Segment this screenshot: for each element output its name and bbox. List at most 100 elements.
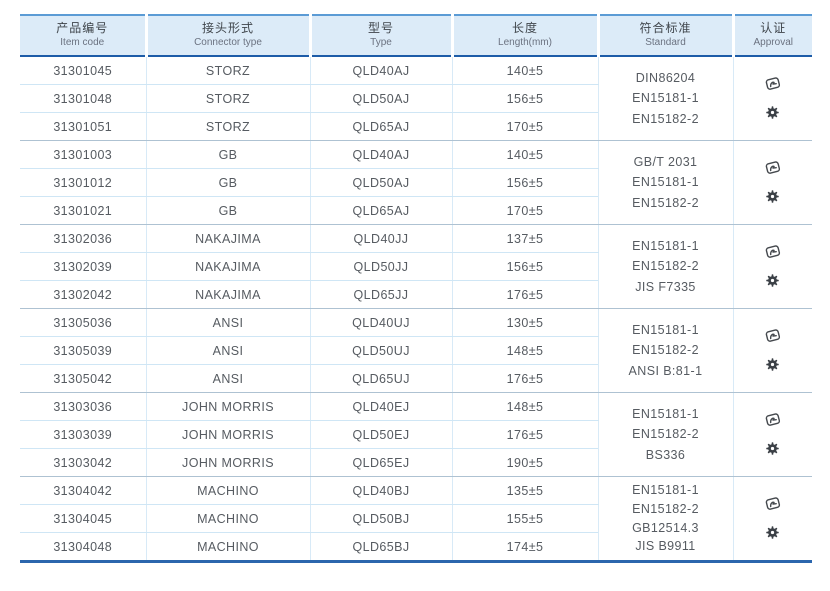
approval-stamp-icon xyxy=(763,411,782,431)
type-cell: QLD50JJ xyxy=(309,252,452,281)
connector-type-cell: NAKAJIMA xyxy=(145,252,310,281)
connector-type-cell: JOHN MORRIS xyxy=(145,420,310,449)
connector-type-cell: MACHINO xyxy=(145,476,310,505)
type-cell: QLD65AJ xyxy=(309,112,452,141)
length-cell: 148±5 xyxy=(451,392,598,421)
length-cell: 140±5 xyxy=(451,140,598,169)
connector-type-cell: GB xyxy=(145,168,310,197)
type-cell: QLD50BJ xyxy=(309,504,452,533)
table-row: 31303042 JOHN MORRIS QLD65EJ 190±5 xyxy=(20,448,812,477)
standard-line: EN15181-1 xyxy=(632,483,699,497)
approval-stamp-icon xyxy=(763,327,782,347)
standard-cell: EN15181-1 EN15182-2 BS336 xyxy=(597,392,733,477)
table-row: 31302042 NAKAJIMA QLD65JJ 176±5 xyxy=(20,280,812,309)
approval-cell xyxy=(732,476,812,563)
approval-cell xyxy=(732,140,812,225)
header-type-zh: 型号 xyxy=(367,21,394,35)
table-row: 31301045 STORZ QLD40AJ 140±5 DIN86204 EN15181… xyxy=(20,56,812,141)
header-standard: 符合标准 Standard xyxy=(596,14,733,57)
length-cell: 176±5 xyxy=(451,420,598,449)
type-cell: QLD40AJ xyxy=(309,56,452,85)
type-cell: QLD40UJ xyxy=(309,308,452,337)
type-cell: QLD50EJ xyxy=(309,420,452,449)
table-row: 31301003 GB QLD40AJ 140±5 GB/T 2031 EN15181-1… xyxy=(20,140,812,225)
connector-type-cell: ANSI xyxy=(145,308,310,337)
length-cell: 176±5 xyxy=(451,280,598,309)
length-cell: 170±5 xyxy=(451,112,598,141)
header-item-code: 产品编号 Item code xyxy=(20,14,146,57)
standard-line: EN15182-2 xyxy=(632,427,699,442)
connector-type-cell: STORZ xyxy=(145,112,310,141)
header-type: 型号 Type xyxy=(308,14,452,57)
item-code-cell: 31301051 xyxy=(20,112,146,141)
item-code-cell: 31303036 xyxy=(20,392,146,421)
standard-line: GB12514.3 xyxy=(632,520,699,535)
type-cell: QLD40JJ xyxy=(309,224,452,253)
header-approval: 认证 Approval xyxy=(731,14,812,57)
table-row: 31303039 JOHN MORRIS QLD50EJ 176±5 xyxy=(20,420,812,449)
length-cell: 137±5 xyxy=(451,224,598,253)
standard-line: EN15182-2 xyxy=(632,195,699,210)
gear-icon xyxy=(765,189,780,207)
length-cell: 135±5 xyxy=(451,476,598,505)
product-spec-table: 产品编号 Item code 接头形式 Connector type 型号 Ty… xyxy=(20,14,812,563)
header-item-code-zh: 产品编号 xyxy=(56,21,109,35)
header-standard-zh: 符合标准 xyxy=(639,21,692,35)
connector-type-cell: GB xyxy=(145,140,310,169)
item-code-cell: 31302039 xyxy=(20,252,146,281)
type-cell: QLD65BJ xyxy=(309,532,452,563)
standard-line: EN15181-1 xyxy=(632,239,699,254)
table-row: 31301048 STORZ QLD50AJ 156±5 xyxy=(20,84,812,113)
header-row: 产品编号 Item code 接头形式 Connector type 型号 Ty… xyxy=(20,14,812,57)
item-code-cell: 31304048 xyxy=(20,532,146,563)
table-row: 31304042 MACHINO QLD40BJ 135±5 EN15181-1 EN15… xyxy=(20,476,812,563)
table-row: 31301051 STORZ QLD65AJ 170±5 xyxy=(20,112,812,141)
connector-type-cell: ANSI xyxy=(145,364,310,393)
item-code-cell: 31302036 xyxy=(20,224,146,253)
item-code-cell: 31303042 xyxy=(20,448,146,477)
connector-type-cell: ANSI xyxy=(145,336,310,365)
approval-cell xyxy=(732,308,812,393)
approval-cell xyxy=(732,224,812,309)
length-cell: 156±5 xyxy=(451,168,598,197)
table-row: 31302036 NAKAJIMA QLD40JJ 137±5 EN15181-1 EN1… xyxy=(20,224,812,309)
standard-line: BS336 xyxy=(645,447,686,462)
approval-cell xyxy=(732,56,812,141)
standard-cell: EN15181-1 EN15182-2 JIS F7335 xyxy=(597,224,733,309)
standard-line: JIS F7335 xyxy=(635,279,696,294)
standard-line: EN15181-1 xyxy=(632,323,699,338)
item-code-cell: 31302042 xyxy=(20,280,146,309)
standard-line: EN15181-1 xyxy=(632,175,699,190)
type-cell: QLD40AJ xyxy=(309,140,452,169)
item-code-cell: 31301045 xyxy=(20,56,146,85)
length-cell: 174±5 xyxy=(451,532,598,563)
header-connector-type-en: Connector type xyxy=(194,37,262,48)
length-cell: 148±5 xyxy=(451,336,598,365)
header-length-en: Length(mm) xyxy=(498,37,552,48)
item-code-cell: 31301003 xyxy=(20,140,146,169)
connector-type-cell: STORZ xyxy=(145,56,310,85)
table-row: 31301021 GB QLD65AJ 170±5 xyxy=(20,196,812,225)
item-code-cell: 31304045 xyxy=(20,504,146,533)
header-connector-type-zh: 接头形式 xyxy=(201,21,254,35)
standard-line: DIN86204 xyxy=(635,71,696,86)
gear-icon xyxy=(765,105,780,123)
type-cell: QLD40BJ xyxy=(309,476,452,505)
item-code-cell: 31301012 xyxy=(20,168,146,197)
standard-line: EN15182-2 xyxy=(632,259,699,274)
item-code-cell: 31303039 xyxy=(20,420,146,449)
table-row: 31303036 JOHN MORRIS QLD40EJ 148±5 EN15181-1… xyxy=(20,392,812,477)
header-approval-zh: 认证 xyxy=(760,21,787,35)
gear-icon xyxy=(765,441,780,459)
connector-type-cell: MACHINO xyxy=(145,532,310,563)
length-cell: 140±5 xyxy=(451,56,598,85)
connector-type-cell: STORZ xyxy=(145,84,310,113)
connector-type-cell: NAKAJIMA xyxy=(145,280,310,309)
table-row: 31304048 MACHINO QLD65BJ 174±5 xyxy=(20,532,812,563)
type-cell: QLD50AJ xyxy=(309,168,452,197)
gear-icon xyxy=(765,273,780,291)
table-row: 31305039 ANSI QLD50UJ 148±5 xyxy=(20,336,812,365)
type-cell: QLD65EJ xyxy=(309,448,452,477)
approval-stamp-icon xyxy=(763,495,782,515)
item-code-cell: 31305042 xyxy=(20,364,146,393)
